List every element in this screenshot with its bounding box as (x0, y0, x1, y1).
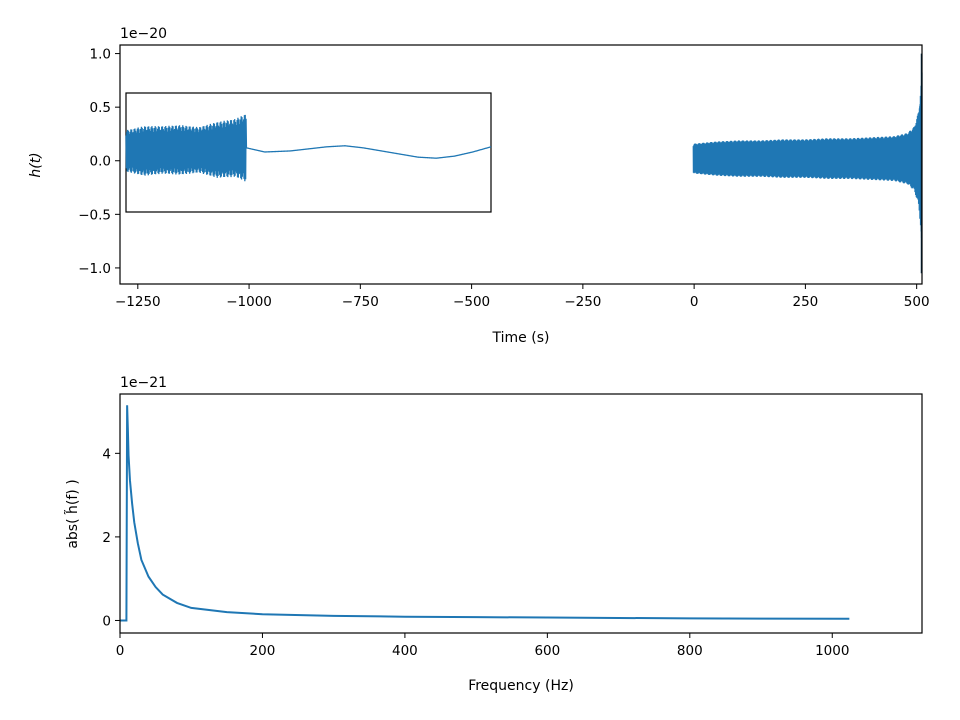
waveform-path (692, 63, 923, 249)
time-domain-axes: −1250 −1000 −750 −500 −250 0 250 500 −1.0 −0.5 0.… (28, 26, 930, 346)
x-tick-label: −1250 (115, 294, 161, 310)
x-tick-label: 400 (392, 643, 418, 659)
time-offset-label: 1e−20 (120, 26, 167, 42)
y-tick-label: 0 (102, 613, 111, 629)
spectrum-path (120, 405, 850, 622)
x-tick-label: 800 (677, 643, 703, 659)
x-tick-label: 500 (904, 294, 930, 310)
x-tick-label: 0 (690, 294, 699, 310)
y-tick-label: −0.5 (78, 207, 111, 223)
time-x-axis-label: Time (s) (492, 330, 550, 346)
x-tick-label: 0 (116, 643, 125, 659)
inset-plot (125, 92, 492, 213)
y-tick-label: 0.0 (90, 154, 111, 170)
frequency-offset-label: 1e−21 (120, 375, 167, 391)
x-tick-label: 600 (534, 643, 560, 659)
x-tick-label: 200 (250, 643, 276, 659)
x-tick-label: −250 (564, 294, 601, 310)
time-series-line (692, 53, 923, 274)
frequency-axes-frame (119, 393, 923, 634)
time-x-ticks: −1250 −1000 −750 −500 −250 0 250 500 (115, 284, 930, 310)
frequency-y-axis-label: abs( h̃(f) ) (64, 479, 81, 548)
frequency-domain-axes: 0 200 400 600 800 1000 0 2 4 1e−21 Frequency (H… (64, 375, 923, 694)
inset-waveform-path (125, 114, 492, 182)
y-tick-label: 2 (102, 530, 111, 546)
frequency-x-ticks: 0 200 400 600 800 1000 (116, 633, 849, 659)
x-tick-label: −1000 (226, 294, 272, 310)
y-tick-label: 1.0 (90, 47, 111, 63)
time-y-ticks: −1.0 −0.5 0.0 0.5 1.0 (78, 47, 120, 277)
time-y-axis-label: h(t) (28, 152, 44, 177)
y-tick-label: −1.0 (78, 261, 111, 277)
time-axes-frame (119, 44, 923, 285)
y-tick-label: 4 (102, 446, 111, 462)
frequency-x-axis-label: Frequency (Hz) (468, 678, 574, 694)
frequency-y-ticks: 0 2 4 (102, 446, 120, 629)
x-tick-label: 1000 (815, 643, 849, 659)
y-tick-label: 0.5 (90, 100, 111, 116)
x-tick-label: −750 (342, 294, 379, 310)
x-tick-label: −500 (453, 294, 490, 310)
x-tick-label: 250 (793, 294, 819, 310)
spectrum-line (120, 405, 850, 622)
